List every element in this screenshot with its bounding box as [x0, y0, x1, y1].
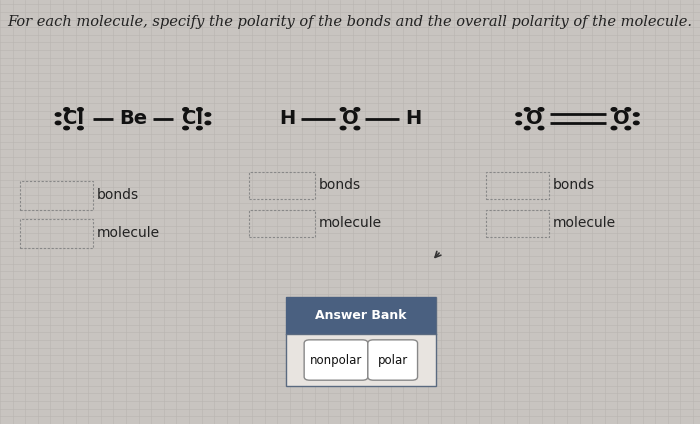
Text: Be: Be [119, 109, 147, 128]
Circle shape [634, 121, 639, 125]
Text: H: H [279, 109, 295, 128]
Circle shape [625, 126, 631, 130]
Circle shape [183, 108, 188, 111]
Bar [248, 172, 315, 199]
Bar [286, 297, 436, 386]
Text: molecule: molecule [319, 216, 382, 231]
Text: O: O [342, 109, 358, 128]
Circle shape [55, 113, 61, 116]
Circle shape [78, 108, 83, 111]
Circle shape [340, 108, 346, 111]
Text: molecule: molecule [97, 226, 160, 240]
Circle shape [205, 121, 211, 125]
Text: Cl: Cl [63, 109, 84, 128]
Circle shape [524, 108, 530, 111]
Circle shape [78, 126, 83, 130]
Circle shape [611, 126, 617, 130]
Circle shape [197, 108, 202, 111]
Text: nonpolar: nonpolar [310, 354, 362, 366]
Circle shape [625, 108, 631, 111]
FancyBboxPatch shape [368, 340, 417, 380]
Circle shape [197, 126, 202, 130]
Bar [286, 297, 436, 334]
Circle shape [538, 126, 544, 130]
Bar [20, 181, 93, 210]
Bar [486, 172, 550, 199]
Circle shape [55, 121, 61, 125]
Text: molecule: molecule [553, 216, 616, 231]
Text: O: O [612, 109, 629, 128]
Bar [248, 210, 315, 237]
Text: Cl: Cl [182, 109, 203, 128]
Circle shape [524, 126, 530, 130]
Circle shape [340, 126, 346, 130]
Circle shape [516, 121, 522, 125]
Circle shape [611, 108, 617, 111]
Bar [486, 210, 550, 237]
FancyBboxPatch shape [304, 340, 368, 380]
Text: For each molecule, specify the polarity of the bonds and the overall polarity of: For each molecule, specify the polarity … [7, 15, 692, 29]
Circle shape [538, 108, 544, 111]
Text: Answer Bank: Answer Bank [315, 309, 407, 322]
Text: O: O [526, 109, 543, 128]
Text: bonds: bonds [97, 188, 139, 202]
Circle shape [354, 108, 360, 111]
Circle shape [64, 108, 69, 111]
Text: H: H [405, 109, 421, 128]
Circle shape [64, 126, 69, 130]
Circle shape [634, 113, 639, 116]
Text: polar: polar [377, 354, 408, 366]
Circle shape [354, 126, 360, 130]
Circle shape [516, 113, 522, 116]
Text: bonds: bonds [553, 178, 595, 192]
Circle shape [183, 126, 188, 130]
Text: bonds: bonds [319, 178, 361, 192]
Bar [20, 219, 93, 248]
Circle shape [205, 113, 211, 116]
